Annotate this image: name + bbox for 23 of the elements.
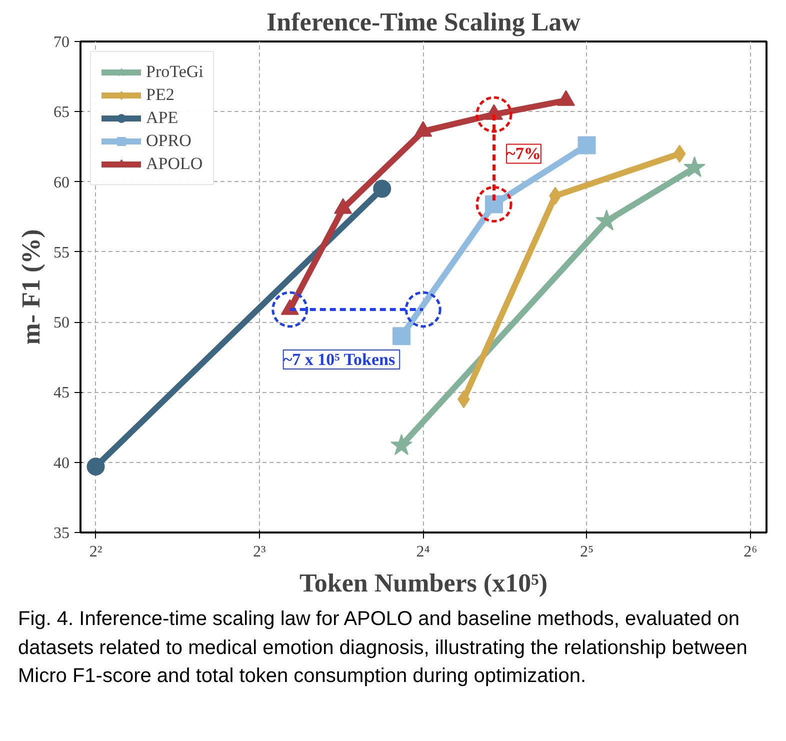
y-tick-label: 35 xyxy=(54,525,70,542)
legend-label: APE xyxy=(146,108,178,128)
x-tick-label: 2³ xyxy=(253,544,266,560)
x-tick-label: 2⁶ xyxy=(744,544,758,560)
legend-label: APOLO xyxy=(146,154,203,174)
y-tick-label: 45 xyxy=(54,384,70,402)
caption: Fig. 4. Inference-time scaling law for APOLO and baseline methods, evaluated on datasets related to medical emotion diagnosis, illustrating the relationship between Micro F1-score and total token consumption during optimization. xyxy=(18,607,748,690)
annotation: ~7% xyxy=(506,144,541,164)
legend-label: PE2 xyxy=(146,85,174,105)
y-tick-label: 40 xyxy=(54,454,70,472)
x-axis-title: Token Numbers (x10⁵) xyxy=(299,568,548,598)
chart-title: Inference-Time Scaling Law xyxy=(266,8,581,36)
y-tick-label: 55 xyxy=(54,244,70,262)
legend-label: ProTeGi xyxy=(146,62,204,82)
x-tick-label: 2⁴ xyxy=(416,544,430,560)
x-tick-label: 2² xyxy=(89,544,102,560)
y-tick-label: 50 xyxy=(54,314,70,332)
legend-label: OPRO xyxy=(146,131,192,151)
y-tick-label: 65 xyxy=(54,104,70,122)
y-axis-title: m- F1 (%) xyxy=(16,229,46,345)
x-tick-label: 2⁵ xyxy=(580,544,594,560)
y-tick-label: 60 xyxy=(54,174,70,192)
y-tick-label: 70 xyxy=(54,34,70,51)
